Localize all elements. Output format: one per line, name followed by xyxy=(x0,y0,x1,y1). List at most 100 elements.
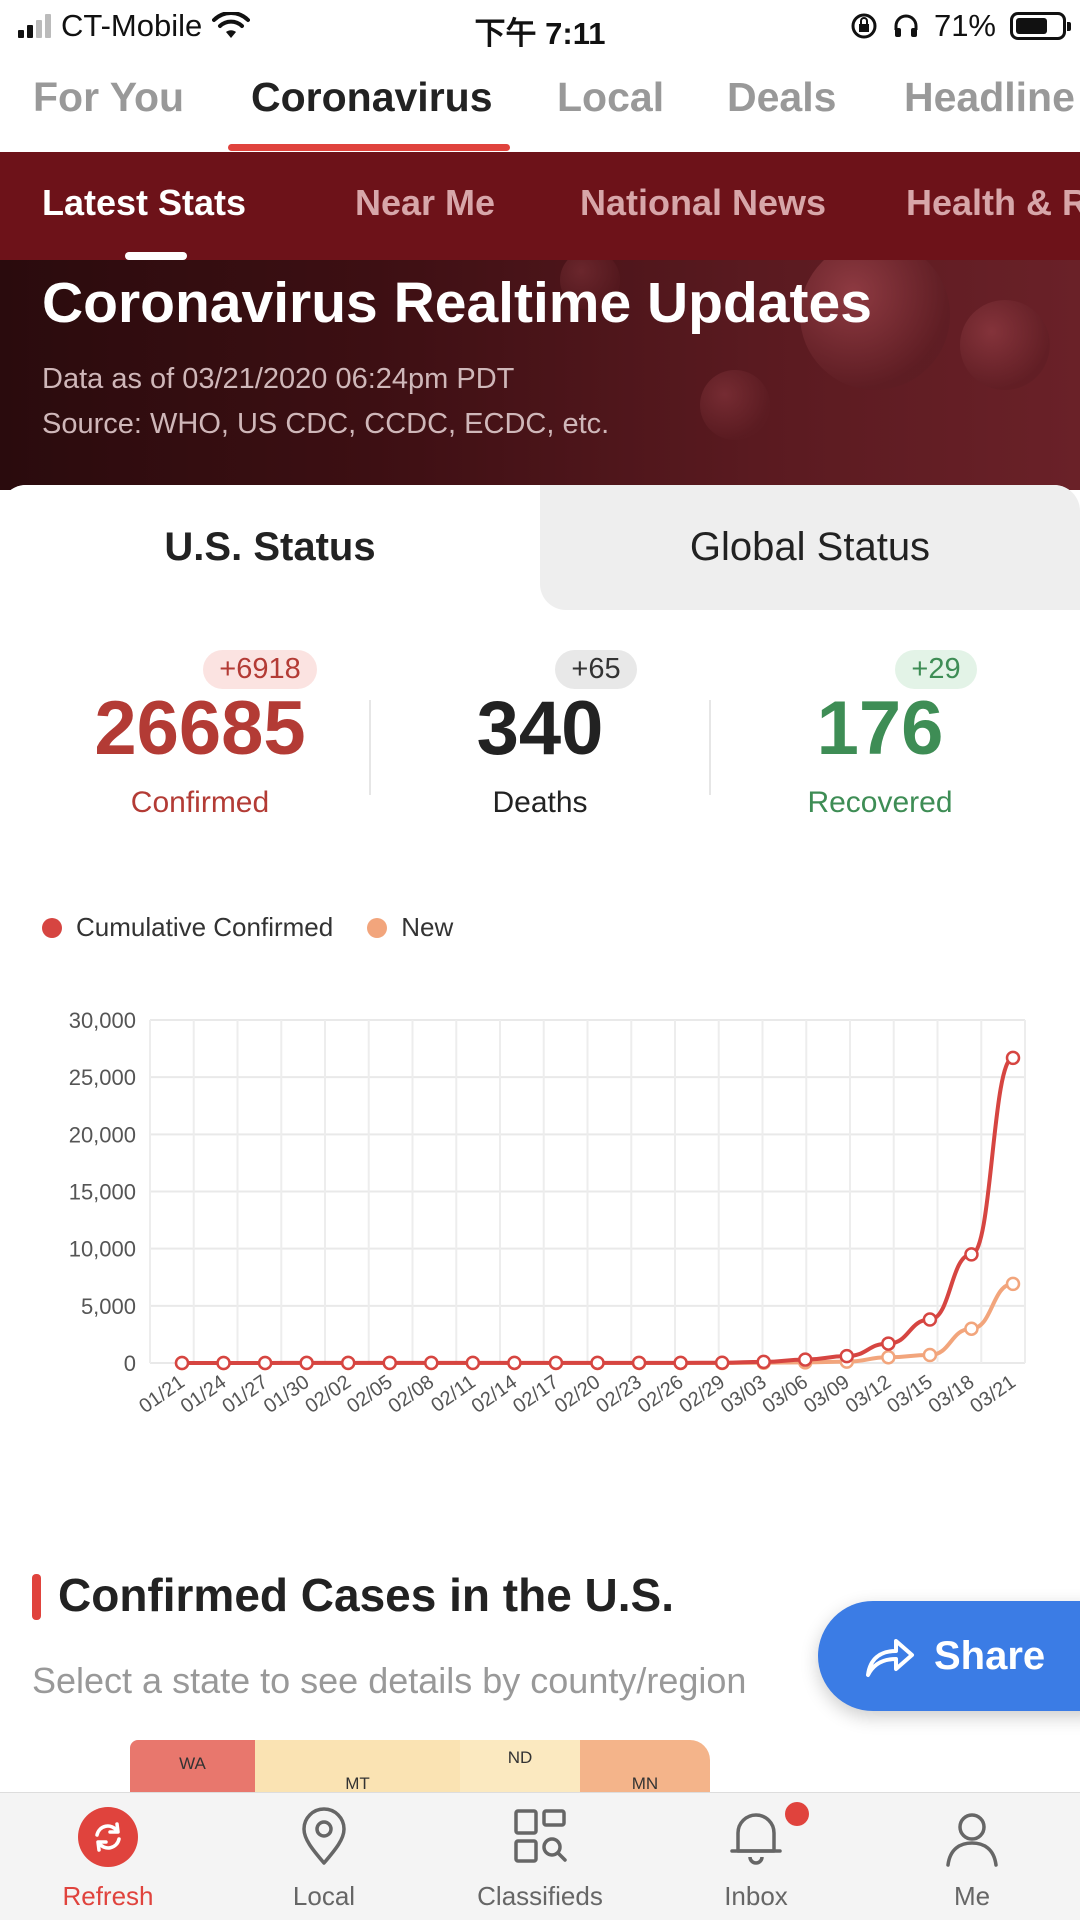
cellular-signal-icon xyxy=(18,14,51,38)
x-tick-label: 02/17 xyxy=(509,1371,563,1418)
data-point xyxy=(424,1355,439,1371)
data-point xyxy=(382,1355,397,1371)
nav-local-label: Local xyxy=(292,1881,356,1911)
wifi-icon xyxy=(212,12,251,38)
recovered-count: 176 xyxy=(816,686,944,771)
x-tick-label: 03/21 xyxy=(966,1371,1020,1418)
data-point xyxy=(631,1355,647,1371)
rotation-lock-icon xyxy=(851,13,877,39)
data-point xyxy=(465,1355,481,1371)
data-point xyxy=(299,1355,314,1371)
x-tick-label: 02/26 xyxy=(634,1371,688,1418)
nav-inbox[interactable]: Inbox xyxy=(648,1793,864,1920)
classifieds-icon xyxy=(514,1809,567,1863)
headphones-icon xyxy=(894,14,918,37)
person-icon xyxy=(946,1813,998,1867)
y-tick-label: 25,000 xyxy=(69,1065,136,1090)
nav-refresh[interactable]: Refresh xyxy=(0,1793,216,1920)
map-state-mt[interactable]: MT xyxy=(255,1740,460,1792)
x-tick-label: 03/03 xyxy=(717,1371,771,1418)
map-state-wa[interactable]: WA xyxy=(130,1740,255,1792)
y-tick-label: 15,000 xyxy=(69,1180,136,1205)
segment-global-status[interactable]: Global Status xyxy=(540,485,1080,610)
x-tick-label: 01/30 xyxy=(260,1371,314,1418)
y-tick-label: 5,000 xyxy=(81,1294,136,1319)
data-point xyxy=(548,1355,564,1371)
x-tick-label: 02/20 xyxy=(551,1371,605,1418)
x-tick-label: 02/02 xyxy=(301,1371,355,1418)
virus-illustration xyxy=(560,260,620,310)
nav-local[interactable]: Local xyxy=(216,1793,432,1920)
data-point xyxy=(340,1355,356,1371)
active-tab-indicator xyxy=(228,144,510,151)
data-point xyxy=(922,1312,938,1327)
tab-coronavirus[interactable]: Coronavirus xyxy=(251,74,493,120)
share-button[interactable]: Share xyxy=(818,1601,1080,1711)
tab-headlines[interactable]: Headline xyxy=(904,74,1075,120)
subtab-health[interactable]: Health & R xyxy=(906,182,1080,223)
series-line xyxy=(181,1055,1014,1365)
legend-item-cumulative[interactable]: Cumulative Confirmed xyxy=(42,912,333,943)
virus-illustration xyxy=(800,260,950,390)
x-tick-label: 03/15 xyxy=(883,1371,937,1418)
x-tick-label: 02/23 xyxy=(592,1371,646,1418)
x-tick-label: 01/27 xyxy=(218,1371,272,1418)
data-source: Source: WHO, US CDC, CCDC, ECDC, etc. xyxy=(42,408,610,440)
battery-icon xyxy=(1010,12,1071,40)
subtab-national-news[interactable]: National News xyxy=(580,182,827,223)
data-point xyxy=(216,1355,231,1371)
data-point xyxy=(839,1348,855,1364)
legend-item-new[interactable]: New xyxy=(367,912,453,943)
x-tick-label: 03/12 xyxy=(842,1371,896,1418)
x-tick-label: 02/29 xyxy=(675,1371,729,1418)
carrier-name: CT-Mobile xyxy=(61,8,203,43)
legend-dot-new xyxy=(367,917,388,938)
subtab-near-me[interactable]: Near Me xyxy=(355,182,496,223)
data-point xyxy=(174,1355,190,1371)
deaths-delta-badge: +65 xyxy=(555,650,637,689)
subtab-latest-stats[interactable]: Latest Stats xyxy=(42,182,247,223)
legend-dot-cumulative xyxy=(42,917,62,938)
map-state-mn[interactable]: MN xyxy=(580,1740,710,1792)
data-point xyxy=(881,1336,896,1351)
share-label: Share xyxy=(934,1633,1046,1678)
nav-classifieds[interactable]: Classifieds xyxy=(432,1793,648,1920)
map-state-nd[interactable]: ND xyxy=(460,1740,580,1792)
cases-line-chart: 0 5,000 10,000 15,000 20,000 25,000 30,000 01/2… xyxy=(69,1008,1026,1418)
data-point xyxy=(798,1352,813,1367)
bell-icon xyxy=(730,1813,782,1865)
segment-us-status[interactable]: U.S. Status xyxy=(0,485,540,610)
us-map[interactable]: WA MT ND MN xyxy=(130,1730,1080,1792)
stat-confirmed: +6918 26685 Confirmed xyxy=(30,650,370,820)
x-tick-label: 02/05 xyxy=(343,1371,397,1418)
recovered-label: Recovered xyxy=(807,786,953,819)
status-bar: CT-Mobile 下午 7:11 71% xyxy=(0,0,1080,54)
legend-label-cumulative: Cumulative Confirmed xyxy=(76,912,334,942)
x-tick-label: 02/11 xyxy=(427,1371,479,1417)
y-tick-label: 10,000 xyxy=(69,1237,136,1262)
x-tick-label: 02/14 xyxy=(468,1371,522,1418)
tab-for-you[interactable]: For You xyxy=(33,74,185,120)
chart-legend: Cumulative Confirmed New xyxy=(42,912,487,943)
x-tick-label: 01/21 xyxy=(135,1371,189,1418)
tab-local[interactable]: Local xyxy=(557,74,665,120)
nav-classifieds-label: Classifieds xyxy=(477,1881,603,1911)
nav-me[interactable]: Me xyxy=(864,1793,1080,1920)
clock: 下午 7:11 xyxy=(474,16,606,51)
page-title: Coronavirus Realtime Updates xyxy=(42,271,872,335)
data-point xyxy=(1005,1050,1021,1066)
y-tick-label: 30,000 xyxy=(69,1008,136,1033)
x-tick-label: 02/08 xyxy=(385,1371,439,1418)
data-point xyxy=(756,1354,771,1370)
active-subtab-indicator xyxy=(125,252,187,260)
sub-tab-bar: Latest Stats Near Me National News Healt… xyxy=(0,152,1080,260)
nav-me-label: Me xyxy=(953,1881,991,1911)
tab-deals[interactable]: Deals xyxy=(727,74,837,120)
stat-deaths: +65 340 Deaths xyxy=(370,650,710,820)
stat-divider xyxy=(369,700,371,795)
x-tick-label: 03/09 xyxy=(800,1371,854,1418)
nav-inbox-label: Inbox xyxy=(724,1881,788,1911)
confirmed-delta-badge: +6918 xyxy=(203,650,317,689)
section-accent-bar xyxy=(32,1574,41,1620)
hero-banner: Coronavirus Realtime Updates Data as of … xyxy=(0,260,1080,490)
